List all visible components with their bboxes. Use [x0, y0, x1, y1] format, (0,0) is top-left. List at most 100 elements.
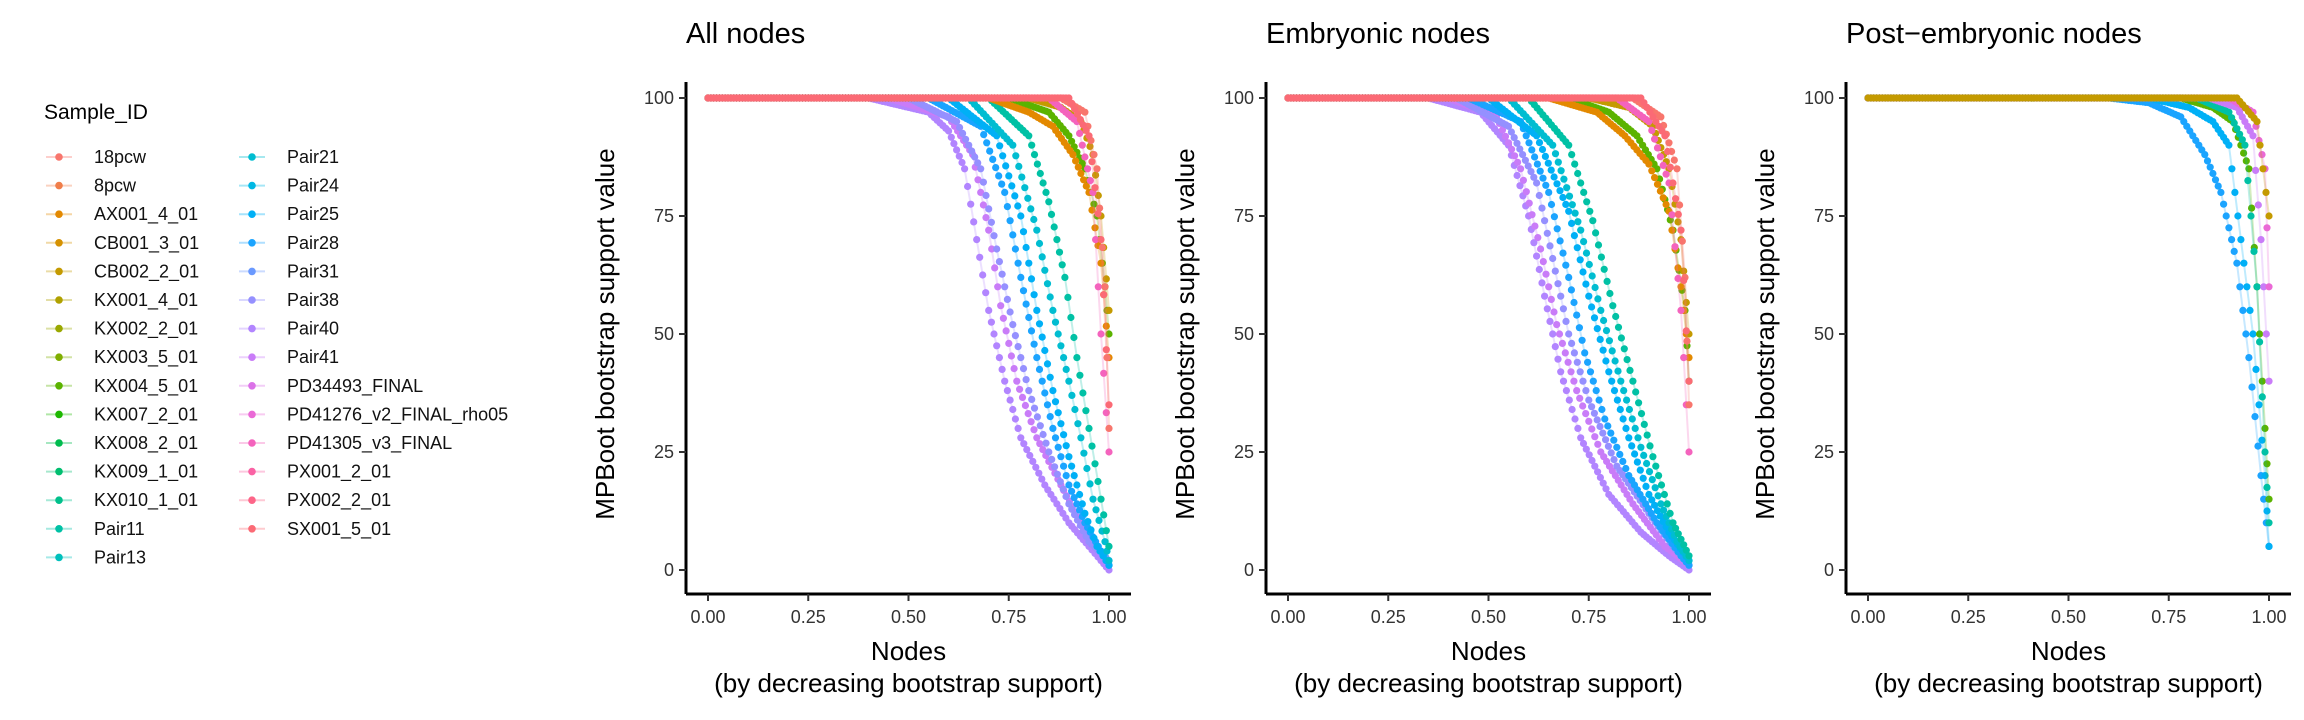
data-point — [2242, 157, 2250, 165]
data-point — [1042, 188, 1050, 196]
legend-key-dot — [248, 525, 256, 533]
data-point — [1678, 237, 1686, 245]
data-point — [1068, 137, 1076, 145]
data-point — [1013, 377, 1021, 385]
data-point — [1079, 389, 1087, 397]
data-point — [1582, 445, 1590, 453]
data-point — [959, 129, 967, 137]
legend-item: KX003_5_01 — [46, 347, 198, 368]
data-point — [1025, 387, 1033, 395]
data-point — [1653, 144, 1662, 152]
data-point — [1588, 303, 1596, 311]
data-point — [1597, 253, 1605, 261]
data-point — [1097, 330, 1105, 338]
data-point — [1055, 248, 1064, 256]
data-point — [2262, 330, 2270, 338]
x-tick-label: 0.00 — [1270, 607, 1305, 627]
data-point — [1586, 368, 1595, 376]
data-point — [1546, 242, 1554, 250]
data-point — [1006, 308, 1014, 316]
data-point — [1084, 165, 1092, 173]
data-point — [1025, 313, 1033, 322]
data-point — [1090, 200, 1098, 208]
data-point — [1588, 272, 1596, 280]
legend: Sample_ID 18pcw8pcwAX001_4_01CB001_3_01C… — [44, 101, 508, 567]
data-point — [1640, 451, 1648, 459]
data-point — [1038, 475, 1046, 483]
data-point — [1517, 165, 1525, 173]
data-point — [1662, 170, 1670, 178]
data-point — [1524, 162, 1532, 170]
series-PD41305_v3_FINAL — [704, 94, 1113, 456]
data-point — [1685, 448, 1693, 456]
data-point — [1562, 200, 1570, 208]
x-tick-label: 1.00 — [1671, 607, 1706, 627]
data-point — [1092, 236, 1100, 244]
x-axis-sublabel: (by decreasing bootstrap support) — [1874, 668, 2263, 698]
data-point — [1050, 223, 1058, 231]
data-point — [1513, 139, 1521, 147]
data-point — [1023, 446, 1031, 454]
data-point — [1095, 516, 1103, 525]
panel-title: All nodes — [686, 18, 805, 50]
data-point — [1682, 327, 1690, 335]
data-point — [1672, 195, 1680, 203]
legend-key-dot — [248, 382, 256, 390]
data-point — [1592, 387, 1600, 395]
data-point — [1537, 245, 1545, 253]
data-point — [1637, 410, 1646, 418]
data-point — [1617, 377, 1625, 385]
data-point — [1017, 212, 1025, 220]
data-point — [1077, 169, 1085, 178]
data-point — [995, 354, 1004, 362]
data-point — [1070, 333, 1078, 342]
data-point — [1049, 424, 1057, 432]
data-point — [1025, 132, 1033, 140]
legend-item: KX004_5_01 — [46, 376, 198, 397]
data-point — [1032, 463, 1040, 471]
data-point — [1573, 358, 1581, 366]
legend-key-dot — [55, 239, 63, 247]
data-point — [1014, 424, 1022, 432]
data-point — [1654, 492, 1662, 500]
data-point — [1059, 485, 1067, 493]
data-point — [1009, 141, 1017, 149]
data-point — [973, 236, 981, 244]
data-point — [1067, 313, 1075, 322]
data-point — [979, 178, 988, 186]
data-point — [1595, 396, 1603, 404]
data-point — [950, 140, 958, 148]
data-point — [1657, 113, 1665, 121]
data-point — [1593, 325, 1601, 333]
data-point — [1534, 234, 1542, 242]
y-tick-label: 100 — [1224, 88, 1254, 108]
data-point — [1547, 200, 1556, 209]
data-point — [1682, 298, 1690, 307]
data-point — [1683, 337, 1691, 345]
data-point — [1087, 526, 1095, 534]
data-point — [1069, 151, 1077, 159]
data-point — [1585, 451, 1593, 459]
data-point — [1082, 126, 1090, 134]
x-axis-label: Nodes — [2031, 636, 2106, 666]
legend-label: KX009_1_01 — [94, 462, 198, 483]
data-point — [1620, 387, 1628, 395]
data-point — [1536, 167, 1544, 175]
data-point — [1533, 160, 1541, 168]
legend-label: SX001_5_01 — [287, 519, 391, 540]
data-point — [1594, 241, 1603, 249]
data-point — [1663, 500, 1671, 508]
data-point — [988, 245, 996, 253]
data-point — [1635, 399, 1643, 407]
data-point — [1009, 231, 1017, 239]
data-point — [1043, 280, 1052, 288]
data-point — [977, 165, 985, 173]
data-point — [1105, 448, 1113, 456]
legend-key-dot — [55, 553, 63, 562]
data-point — [1619, 457, 1627, 465]
data-point — [1597, 306, 1605, 314]
data-point — [1588, 456, 1596, 465]
data-point — [1054, 409, 1062, 417]
data-point — [1541, 292, 1549, 300]
data-point — [1514, 158, 1522, 166]
